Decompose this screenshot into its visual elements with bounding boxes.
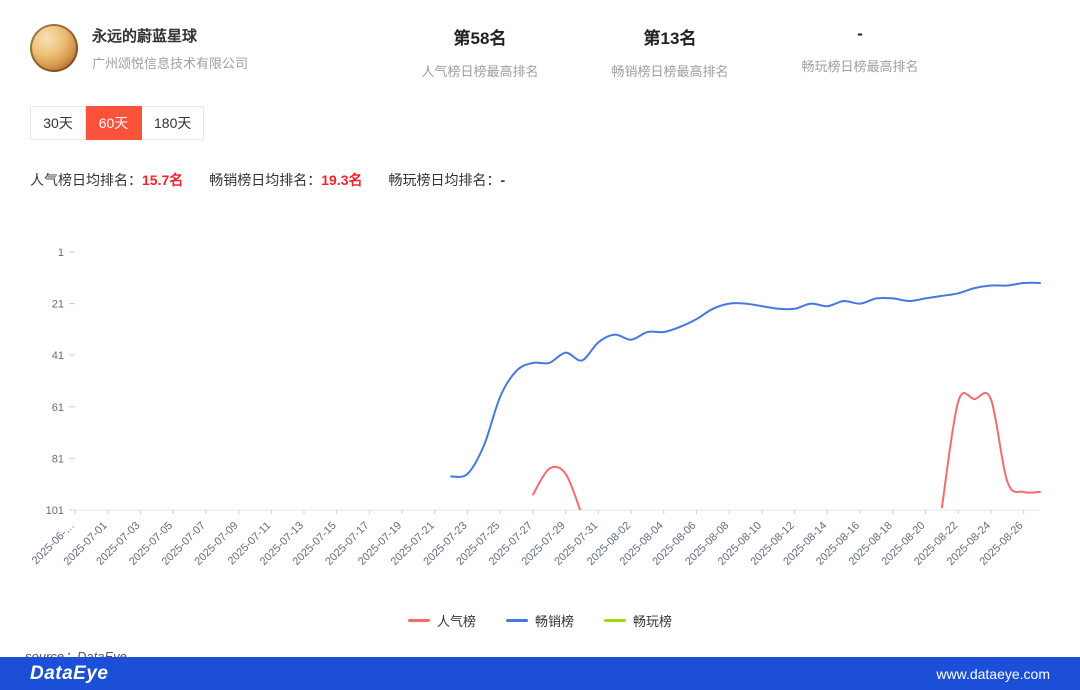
svg-text:81: 81	[52, 453, 64, 465]
period-tabs: 30天 60天 180天	[30, 106, 1080, 140]
stat-grossing-best: 第13名 畅销榜日榜最高排名	[575, 24, 765, 80]
company-name: 广州颂悦信息技术有限公司	[92, 55, 249, 71]
avg-label: 畅销榜日均排名：	[209, 172, 322, 188]
rank-trend-line-chart[interactable]: 1214161811012025-06-…2025-07-012025-07-0…	[20, 240, 1060, 600]
avg-value: -	[500, 172, 506, 188]
legend-swatch-grossing	[505, 619, 528, 622]
svg-text:41: 41	[52, 350, 64, 362]
avg-playing: 畅玩榜日均排名： -	[389, 170, 506, 190]
stat-popularity-best: 第58名 人气榜日榜最高排名	[385, 24, 575, 80]
header: 永远的蔚蓝星球 广州颂悦信息技术有限公司 第58名 人气榜日榜最高排名 第13名…	[0, 0, 1080, 80]
stat-value: 第13名	[643, 29, 697, 48]
game-title-block: 永远的蔚蓝星球 广州颂悦信息技术有限公司	[92, 25, 248, 72]
legend-swatch-popularity	[407, 619, 430, 622]
dataeye-logo: DataEye	[30, 662, 109, 684]
legend-swatch-playing	[604, 619, 626, 622]
legend-label: 畅销榜	[534, 614, 574, 629]
avg-value: 19.3名	[321, 172, 363, 188]
footer-bar: DataEye www.dataeye.com	[0, 657, 1080, 690]
chart-legend: 人气榜 畅销榜 畅玩榜	[0, 611, 1080, 630]
stat-label: 畅销榜日榜最高排名	[611, 64, 729, 79]
legend-item-popularity[interactable]: 人气榜	[407, 611, 476, 630]
svg-text:101: 101	[46, 505, 64, 517]
best-rank-stats: 第58名 人气榜日榜最高排名 第13名 畅销榜日榜最高排名 - 畅玩榜日榜最高排…	[385, 24, 955, 80]
legend-label: 人气榜	[436, 614, 476, 629]
stat-label: 人气榜日榜最高排名	[421, 64, 539, 79]
chart-area: 1 21 41 61 81 101 2025-06-… 2025-07-01 2025-07-0…	[0, 240, 1080, 605]
avg-popularity: 人气榜日均排名： 15.7名	[30, 170, 183, 190]
avg-label: 畅玩榜日均排名：	[388, 172, 501, 188]
svg-text:61: 61	[52, 402, 64, 414]
stat-value: 第58名	[453, 29, 507, 48]
stat-value: -	[857, 24, 863, 43]
svg-text:21: 21	[52, 299, 64, 311]
tab-60-days[interactable]: 60天	[86, 106, 142, 140]
stat-playing-best: - 畅玩榜日榜最高排名	[765, 24, 955, 80]
svg-text:1: 1	[58, 247, 64, 259]
legend-label: 畅玩榜	[633, 614, 673, 629]
game-title: 永远的蔚蓝星球	[92, 27, 198, 45]
avg-value: 15.7名	[142, 172, 184, 188]
stat-label: 畅玩榜日榜最高排名	[801, 59, 919, 74]
legend-item-playing[interactable]: 畅玩榜	[604, 611, 672, 630]
avg-label: 人气榜日均排名：	[30, 172, 142, 188]
game-identity: 永远的蔚蓝星球 广州颂悦信息技术有限公司	[30, 24, 290, 72]
legend-item-grossing[interactable]: 畅销榜	[505, 611, 574, 630]
game-avatar-icon	[30, 24, 78, 72]
avg-grossing: 畅销榜日均排名： 19.3名	[209, 170, 362, 190]
tab-30-days[interactable]: 30天	[30, 106, 86, 140]
average-rank-row: 人气榜日均排名： 15.7名 畅销榜日均排名： 19.3名 畅玩榜日均排名： -	[30, 170, 1080, 190]
tab-180-days[interactable]: 180天	[142, 106, 205, 140]
footer-website-link[interactable]: www.dataeye.com	[936, 665, 1050, 682]
